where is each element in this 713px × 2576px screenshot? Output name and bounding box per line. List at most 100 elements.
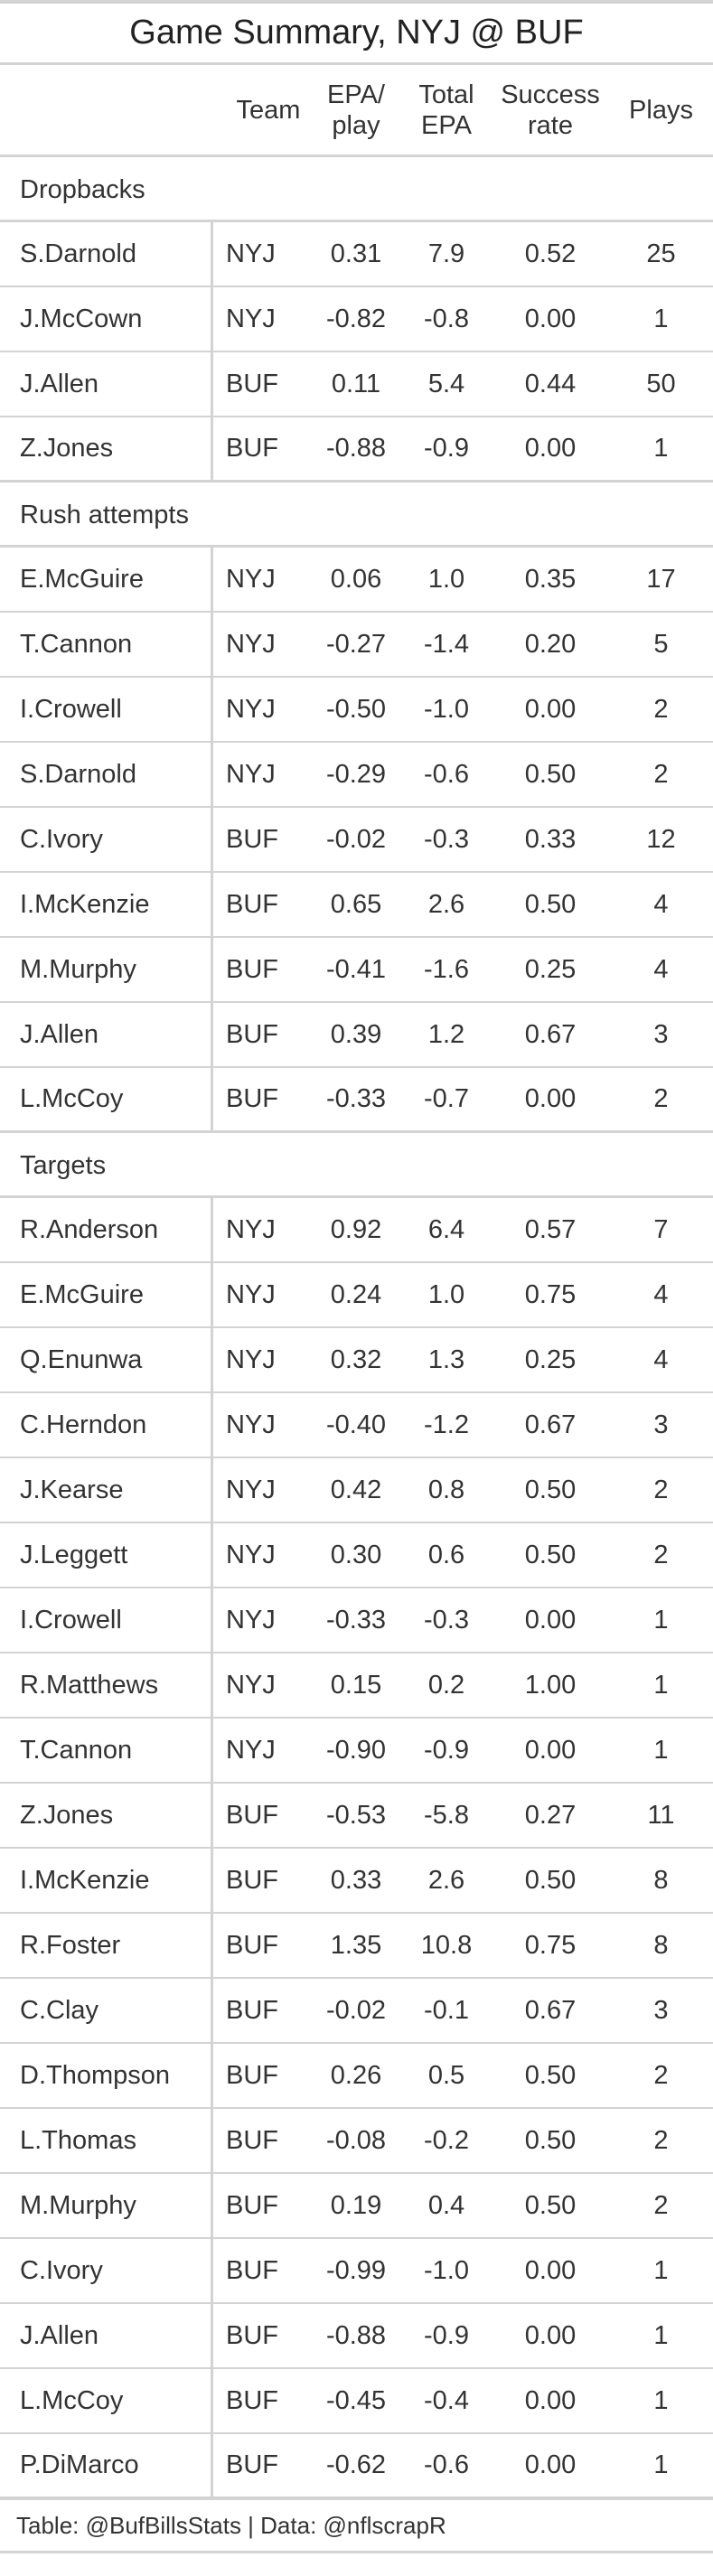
total-epa-cell: 0.2 (427, 1670, 465, 1700)
team-cell: NYJ (226, 1605, 276, 1635)
plays-cell: 8 (653, 1930, 669, 1960)
success-rate-cell: 0.00 (524, 1735, 577, 1765)
total-epa-cell: -0.1 (424, 1995, 469, 2025)
player-name-cell: J.Kearse (0, 1458, 213, 1522)
table-row: S.Darnold NYJ 0.31 7.9 0.52 25 (0, 222, 713, 287)
team-cell: BUF (226, 824, 278, 854)
table-header: Team EPA/play Total EPA Success rate Plays (0, 65, 713, 157)
total-epa-cell: 2.6 (427, 1865, 465, 1895)
total-epa-cell: -0.8 (424, 304, 469, 333)
plays-cell: 1 (653, 304, 669, 333)
table-row: Z.Jones BUF -0.88 -0.9 0.00 1 (0, 417, 713, 482)
team-cell: NYJ (226, 629, 276, 659)
table-row: I.Crowell NYJ -0.33 -0.3 0.00 1 (0, 1588, 713, 1653)
plays-cell: 2 (653, 1475, 669, 1504)
team-cell: NYJ (226, 304, 276, 333)
epa-per-play-cell: -0.88 (325, 2320, 387, 2350)
epa-per-play-cell: -0.27 (325, 629, 387, 659)
plays-cell: 50 (646, 369, 676, 398)
player-name-cell: J.Allen (0, 2304, 213, 2367)
success-rate-cell: 0.57 (524, 1214, 577, 1244)
success-rate-cell: 0.33 (524, 824, 577, 854)
player-name-cell: D.Thompson (0, 2044, 213, 2107)
table-row: R.Matthews NYJ 0.15 0.2 1.00 1 (0, 1653, 713, 1719)
team-cell: BUF (226, 1995, 278, 2025)
total-epa-cell: -1.6 (424, 954, 469, 984)
plays-cell: 7 (653, 1214, 669, 1244)
plays-cell: 1 (653, 1670, 669, 1700)
player-name-cell: C.Ivory (0, 808, 213, 871)
plays-cell: 4 (653, 1279, 669, 1309)
plays-cell: 25 (646, 239, 676, 268)
table-row: M.Murphy BUF -0.41 -1.6 0.25 4 (0, 938, 713, 1003)
header-success-rate: Success rate (501, 80, 600, 140)
plays-cell: 2 (653, 1084, 669, 1113)
table-row: J.Allen BUF 0.11 5.4 0.44 50 (0, 352, 713, 417)
total-epa-cell: 0.5 (427, 2060, 465, 2090)
team-cell: BUF (226, 2060, 278, 2090)
team-cell: NYJ (226, 1670, 276, 1700)
total-epa-cell: -0.4 (424, 2385, 469, 2415)
table-row: R.Foster BUF 1.35 10.8 0.75 8 (0, 1914, 713, 1979)
success-rate-cell: 0.00 (524, 2255, 577, 2285)
team-cell: NYJ (226, 239, 276, 268)
player-name-cell: C.Clay (0, 1979, 213, 2042)
epa-per-play-cell: 0.15 (330, 1670, 382, 1700)
team-cell: NYJ (226, 1540, 276, 1569)
total-epa-cell: 10.8 (420, 1930, 473, 1960)
table-row: I.Crowell NYJ -0.50 -1.0 0.00 2 (0, 678, 713, 743)
team-cell: NYJ (226, 1410, 276, 1439)
team-cell: NYJ (226, 1344, 276, 1374)
team-cell: BUF (226, 889, 278, 919)
table-row: J.Leggett NYJ 0.30 0.6 0.50 2 (0, 1523, 713, 1588)
player-name-cell: S.Darnold (0, 222, 213, 286)
player-name-cell: T.Cannon (0, 613, 213, 676)
team-cell: BUF (226, 434, 278, 463)
total-epa-cell: 6.4 (427, 1214, 465, 1244)
player-name-cell: E.McGuire (0, 1263, 213, 1326)
plays-cell: 4 (653, 1344, 669, 1374)
success-rate-cell: 0.00 (524, 1605, 577, 1635)
table-row: C.Ivory BUF -0.02 -0.3 0.33 12 (0, 808, 713, 873)
plays-cell: 5 (653, 629, 669, 659)
success-rate-cell: 0.67 (524, 1995, 577, 2025)
team-cell: BUF (226, 2320, 278, 2350)
success-rate-cell: 1.00 (524, 1670, 577, 1700)
success-rate-cell: 0.00 (524, 304, 577, 333)
player-name-cell: Q.Enunwa (0, 1328, 213, 1391)
total-epa-cell: -1.2 (424, 1410, 469, 1439)
team-cell: BUF (226, 2450, 278, 2479)
epa-per-play-cell: -0.88 (325, 434, 387, 463)
team-cell: BUF (226, 2385, 278, 2415)
total-epa-cell: -0.9 (424, 1735, 469, 1765)
success-rate-cell: 0.52 (524, 239, 577, 268)
table-row: T.Cannon NYJ -0.27 -1.4 0.20 5 (0, 613, 713, 678)
epa-per-play-cell: -0.53 (325, 1800, 387, 1830)
team-cell: BUF (226, 1930, 278, 1960)
success-rate-cell: 0.00 (524, 694, 577, 724)
success-rate-cell: 0.44 (524, 369, 577, 398)
header-epa-play: EPA/play (327, 80, 385, 140)
epa-per-play-cell: 0.24 (330, 1279, 382, 1309)
player-name-cell: L.Thomas (0, 2109, 213, 2172)
epa-per-play-cell: 0.92 (330, 1214, 382, 1244)
plays-cell: 11 (647, 1800, 675, 1830)
epa-per-play-cell: 0.11 (331, 369, 381, 398)
team-cell: NYJ (226, 1214, 276, 1244)
player-name-cell: T.Cannon (0, 1719, 213, 1782)
header-team: Team (236, 95, 301, 125)
table-row: C.Herndon NYJ -0.40 -1.2 0.67 3 (0, 1393, 713, 1458)
table-footer: Table: @BufBillsStats | Data: @nflscrapR (0, 2499, 713, 2553)
plays-cell: 1 (653, 2320, 669, 2350)
epa-per-play-cell: 0.65 (330, 889, 382, 919)
epa-per-play-cell: 0.42 (330, 1475, 382, 1504)
team-cell: BUF (226, 954, 278, 984)
plays-cell: 1 (653, 1605, 669, 1635)
header-player (0, 65, 213, 155)
team-cell: BUF (226, 369, 278, 398)
player-name-cell: I.McKenzie (0, 1849, 213, 1912)
player-name-cell: J.McCown (0, 287, 213, 351)
player-name-cell: I.Crowell (0, 678, 213, 741)
table-row: J.Kearse NYJ 0.42 0.8 0.50 2 (0, 1458, 713, 1523)
success-rate-cell: 0.67 (524, 1410, 577, 1439)
